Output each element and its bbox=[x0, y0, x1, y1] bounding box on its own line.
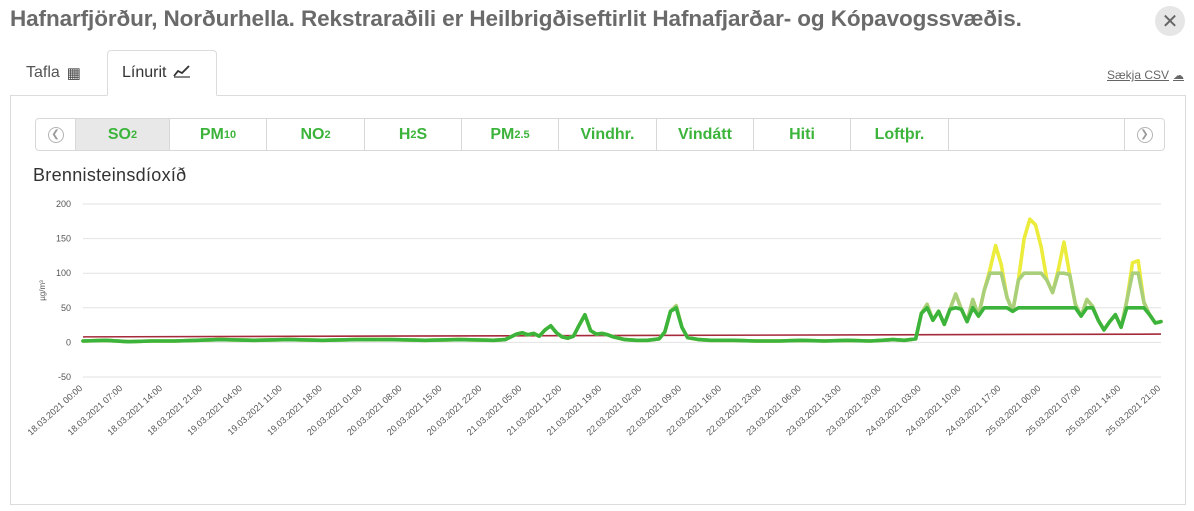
download-csv-link[interactable]: Sækja CSV ☁ bbox=[1107, 68, 1184, 82]
pollutant-tab-wind-speed[interactable]: Vindhr. bbox=[559, 119, 657, 150]
limit-line bbox=[82, 333, 1162, 338]
series-line-yellow bbox=[81, 217, 1163, 344]
pollutant-tab-pm25[interactable]: PM 2.5 bbox=[462, 119, 559, 150]
y-tick-label: 100 bbox=[56, 268, 71, 278]
y-tick-label: 50 bbox=[61, 303, 71, 313]
pollutant-label-main: Vindátt bbox=[678, 125, 732, 143]
chevron-right-icon: ❯ bbox=[1136, 126, 1153, 143]
y-tick-label: 200 bbox=[56, 199, 71, 209]
cloud-download-icon: ☁ bbox=[1173, 70, 1185, 82]
pollutant-label-main: Loftþr. bbox=[874, 125, 925, 143]
pollutant-label-sub: 2 bbox=[324, 128, 331, 141]
next-arrow-button[interactable]: ❯ bbox=[1124, 119, 1164, 150]
pollutant-label-sub: 2 bbox=[410, 128, 417, 141]
pollutant-tab-so2[interactable]: SO 2 bbox=[76, 119, 170, 150]
tab-table-label: Tafla bbox=[26, 64, 60, 81]
pollutant-label-sub: 2.5 bbox=[514, 128, 530, 141]
pollutant-label-main: Vindhr. bbox=[580, 125, 635, 143]
pollutant-label-tail: S bbox=[416, 125, 428, 143]
pollutant-label-sub: 10 bbox=[223, 128, 237, 141]
series-line-green bbox=[81, 306, 1163, 344]
pollutant-tab-wind-direction[interactable]: Vindátt bbox=[657, 119, 754, 150]
pollutant-label-main: PM bbox=[490, 125, 515, 143]
pollutant-tab-temperature[interactable]: Hiti bbox=[754, 119, 851, 150]
y-tick-label: 0 bbox=[66, 337, 71, 347]
close-icon: ✕ bbox=[1161, 10, 1179, 33]
close-button[interactable]: ✕ bbox=[1155, 6, 1185, 36]
pollutant-label-sub: 2 bbox=[131, 128, 138, 141]
pollutant-label-main: SO bbox=[107, 125, 131, 143]
line-chart-icon bbox=[173, 64, 191, 82]
pollutant-tab-pm10[interactable]: PM 10 bbox=[170, 119, 267, 150]
pollutant-tab-pressure[interactable]: Loftþr. bbox=[851, 119, 949, 150]
y-axis-label: µg/m³ bbox=[38, 280, 47, 301]
tab-table[interactable]: Tafla ▦ bbox=[10, 50, 106, 96]
window-title: Hafnarfjörður, Norðurhella. Rekstraraðil… bbox=[10, 6, 1022, 31]
tab-chart[interactable]: Línurit bbox=[107, 50, 217, 96]
y-tick-label: -50 bbox=[58, 372, 71, 382]
pollutant-label-main: NO bbox=[300, 125, 325, 143]
table-icon: ▦ bbox=[66, 65, 81, 82]
pollutant-label-main: PM bbox=[199, 125, 224, 143]
download-csv-label: Sækja CSV bbox=[1107, 68, 1170, 82]
chart-title: Brennisteinsdíoxíð bbox=[33, 165, 187, 185]
chevron-left-icon: ❮ bbox=[47, 126, 64, 143]
pollutant-label-main: Hiti bbox=[789, 125, 815, 143]
prev-arrow-button[interactable]: ❮ bbox=[36, 119, 76, 150]
pollutant-tab-no2[interactable]: NO 2 bbox=[267, 119, 365, 150]
tab-chart-label: Línurit bbox=[122, 64, 167, 81]
pollutant-label-main: H bbox=[398, 125, 411, 143]
y-tick-label: 150 bbox=[56, 234, 71, 244]
